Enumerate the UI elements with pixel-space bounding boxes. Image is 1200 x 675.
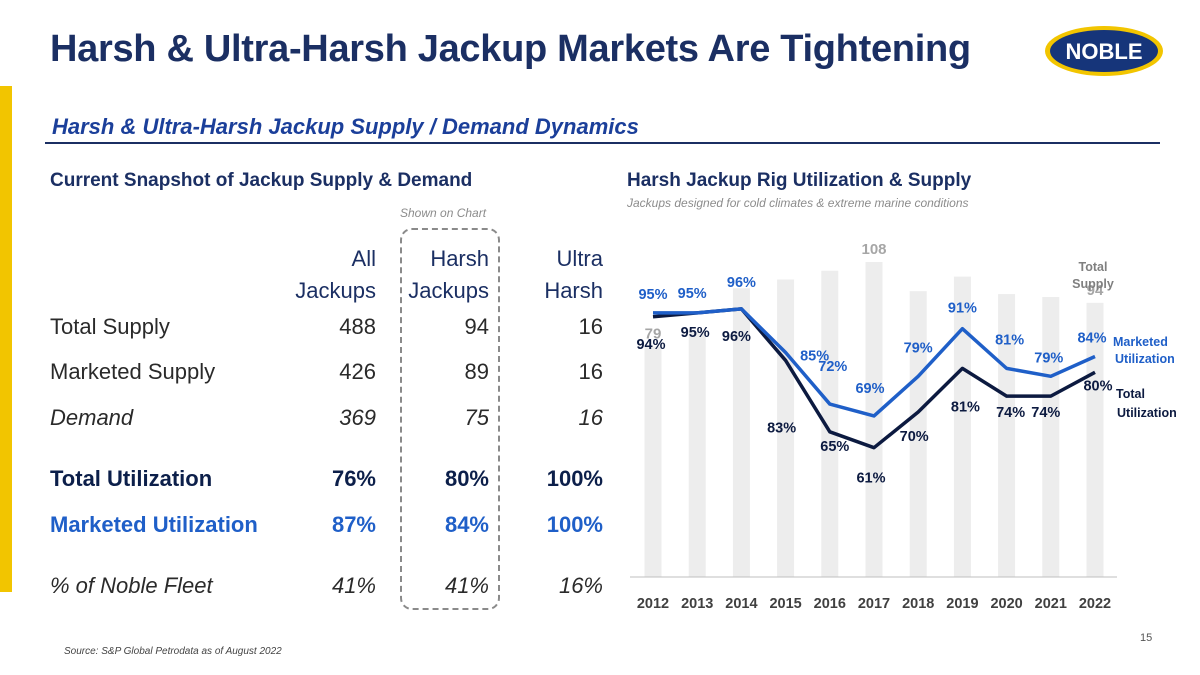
x-tick-2014: 2014 <box>725 596 757 612</box>
logo-text: NOBLE <box>1066 39 1143 64</box>
supply-bar-label-2022: 94 <box>1087 282 1104 299</box>
shown-on-chart-label: Shown on Chart <box>400 206 487 220</box>
marketed-label-2018: 79% <box>904 340 933 356</box>
total-label-2017: 61% <box>856 471 885 487</box>
left-accent-bar <box>0 86 12 592</box>
cell-total-util-all: 76% <box>331 466 376 491</box>
cell-total-util-ultra: 100% <box>546 466 603 491</box>
cell-demand-all: 369 <box>339 405 376 430</box>
x-tick-2012: 2012 <box>637 596 669 612</box>
marketed-label-2020: 81% <box>995 332 1024 348</box>
legend-total-line1: Total <box>1116 387 1145 401</box>
page-number: 15 <box>1140 632 1153 644</box>
col-header-harsh: Harsh Jackups <box>408 246 489 303</box>
cell-marketed-util-harsh: 84% <box>444 512 489 537</box>
total-label-2013: 95% <box>681 325 710 341</box>
utilization-supply-chart: 79 108 94 2012 2013 2014 2015 2016 2017 2018 2019 2… <box>630 241 1177 612</box>
legend-marketed-line2: Utilization <box>1115 352 1175 366</box>
supply-bar-2017 <box>865 262 883 577</box>
cell-marketed-supply-ultra: 16 <box>578 359 603 384</box>
row-label-marketed-utilization: Marketed Utilization <box>50 512 258 537</box>
marketed-label-2016: 72% <box>818 359 847 375</box>
cell-total-util-harsh: 80% <box>444 466 489 491</box>
legend-total-line2: Utilization <box>1117 406 1177 420</box>
marketed-utilization-line <box>653 307 1096 418</box>
cell-marketed-supply-all: 426 <box>339 359 376 384</box>
cell-noble-fleet-all: 41% <box>331 573 376 598</box>
marketed-label-2014: 96% <box>727 275 756 291</box>
supply-bar-2014 <box>732 288 750 577</box>
cell-demand-harsh: 75 <box>464 405 489 430</box>
row-label-total-utilization: Total Utilization <box>50 466 213 491</box>
x-tick-2022: 2022 <box>1079 596 1111 612</box>
chart-heading: Harsh Jackup Rig Utilization & Supply <box>627 170 972 191</box>
supply-bar-label-2017: 108 <box>861 241 886 258</box>
table-heading: Current Snapshot of Jackup Supply & Dema… <box>50 170 473 191</box>
marketed-label-2017: 69% <box>855 381 884 397</box>
section-subtitle: Harsh & Ultra-Harsh Jackup Supply / Dema… <box>52 114 639 139</box>
x-tick-2013: 2013 <box>681 596 713 612</box>
cell-total-supply-harsh: 94 <box>464 314 489 339</box>
total-label-2020: 74% <box>996 405 1025 421</box>
total-label-2015: 83% <box>767 420 796 436</box>
total-label-2016: 65% <box>820 439 849 455</box>
total-label-2014: 96% <box>722 329 751 345</box>
total-label-2012: 94% <box>636 337 665 353</box>
cell-demand-ultra: 16 <box>578 405 603 430</box>
supply-bar-2012 <box>644 346 662 577</box>
total-label-2022: 80% <box>1083 378 1112 394</box>
cell-marketed-util-ultra: 100% <box>546 512 603 537</box>
cell-total-supply-all: 488 <box>339 314 376 339</box>
supply-bar-2019 <box>953 276 971 577</box>
x-tick-2016: 2016 <box>814 596 846 612</box>
supply-bar-2022 <box>1086 302 1104 577</box>
x-tick-2017: 2017 <box>858 596 890 612</box>
x-tick-2020: 2020 <box>990 596 1022 612</box>
marketed-label-2019: 91% <box>948 301 977 317</box>
cell-marketed-util-all: 87% <box>331 512 376 537</box>
supply-bar-2013 <box>688 332 706 577</box>
supply-bar-2018 <box>909 291 927 577</box>
total-label-2021: 74% <box>1031 405 1060 421</box>
row-label-noble-fleet: % of Noble Fleet <box>50 573 213 598</box>
subtitle-divider <box>45 142 1160 144</box>
row-label-marketed-supply: Marketed Supply <box>50 359 216 384</box>
x-tick-2018: 2018 <box>902 596 934 612</box>
col-header-all: All Jackups <box>295 246 376 303</box>
supply-bar-2021 <box>1042 297 1060 577</box>
total-label-2019: 81% <box>951 399 980 415</box>
marketed-label-2015: 85% <box>800 349 829 365</box>
cell-noble-fleet-harsh: 41% <box>444 573 489 598</box>
source-note: Source: S&P Global Petrodata as of Augus… <box>64 646 282 657</box>
x-tick-2015: 2015 <box>769 596 801 612</box>
marketed-label-2021: 79% <box>1034 350 1063 366</box>
noble-logo: NOBLE <box>1045 26 1163 76</box>
row-label-total-supply: Total Supply <box>50 314 170 339</box>
marketed-label-2022: 84% <box>1077 330 1106 346</box>
marketed-label-2012: 95% <box>638 287 667 303</box>
x-tick-2021: 2021 <box>1035 596 1067 612</box>
row-label-demand: Demand <box>50 405 134 430</box>
legend-total-supply-line2: Supply <box>1072 277 1114 291</box>
supply-bar-label-2012: 79 <box>645 326 662 343</box>
total-label-2018: 70% <box>900 429 929 445</box>
legend-marketed-line1: Marketed <box>1113 335 1168 349</box>
cell-noble-fleet-ultra: 16% <box>558 573 603 598</box>
marketed-label-2013: 95% <box>678 286 707 302</box>
legend-total-supply-line1: Total <box>1079 260 1108 274</box>
cell-marketed-supply-harsh: 89 <box>464 359 489 384</box>
chart-note: Jackups designed for cold climates & ext… <box>627 196 969 210</box>
cell-total-supply-ultra: 16 <box>578 314 603 339</box>
supply-bar-2016 <box>821 270 839 577</box>
page-title: Harsh & Ultra-Harsh Jackup Markets Are T… <box>50 28 971 70</box>
col-header-ultra: Ultra Harsh <box>544 246 603 303</box>
harsh-column-highlight <box>400 228 500 610</box>
x-tick-2019: 2019 <box>946 596 978 612</box>
